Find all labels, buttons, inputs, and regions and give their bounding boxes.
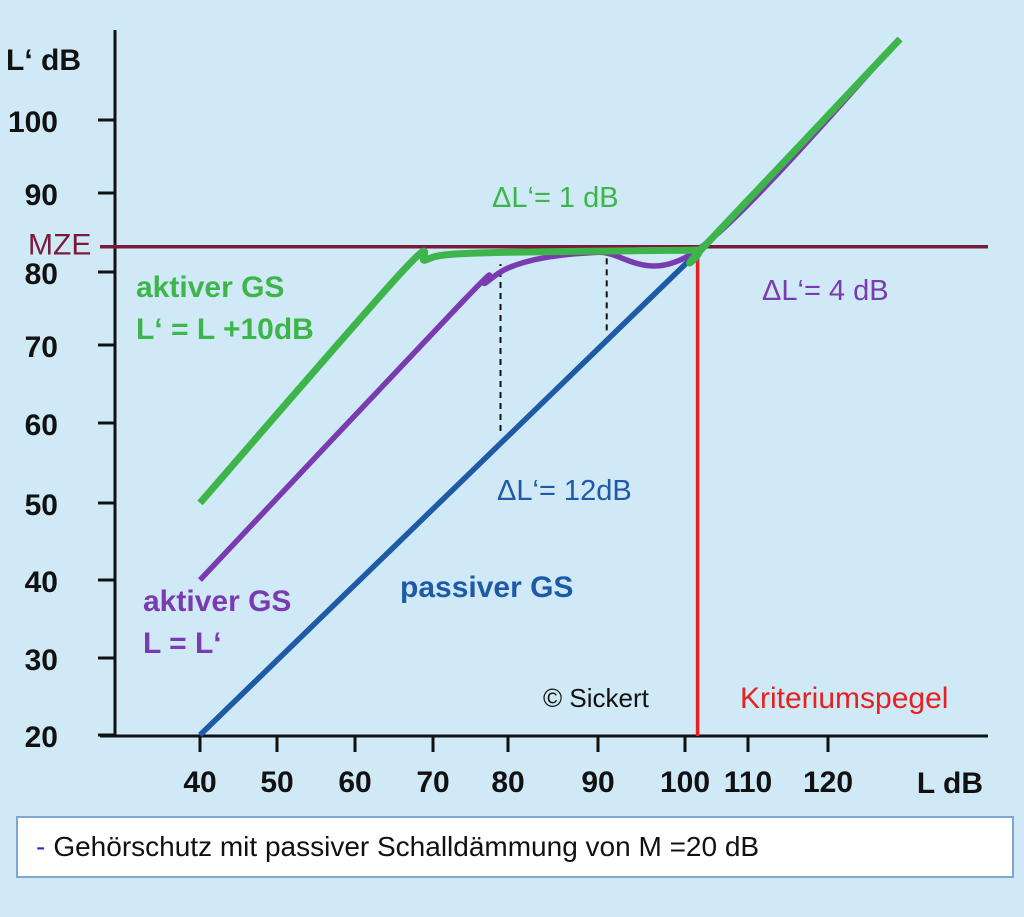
- series-lines: [100, 36, 988, 737]
- green-series-label-1: aktiver GS: [136, 271, 284, 304]
- series-line-passive: [198, 250, 700, 737]
- y-tick-label: 50: [25, 489, 58, 522]
- mze-label: MZE: [28, 229, 91, 262]
- delta-label-1db: ΔL‘= 1 dB: [492, 182, 619, 214]
- copyright-text: © Sickert: [543, 683, 650, 713]
- x-tick-label: 100: [660, 766, 710, 799]
- x-tick-label: 60: [338, 766, 371, 799]
- purple-series-label-1: aktiver GS: [143, 585, 291, 618]
- x-tick-label: 50: [260, 766, 293, 799]
- x-axis-title: L dB: [917, 767, 983, 800]
- footnote-text: Gehörschutz mit passiver Schalldämmung v…: [53, 831, 760, 862]
- x-tick-label: 110: [724, 766, 772, 799]
- x-tick-label: 80: [491, 766, 524, 799]
- criterion-label: Kriteriumspegel: [740, 682, 948, 715]
- y-tick-label: 20: [25, 721, 58, 754]
- x-tick-label: 70: [416, 766, 449, 799]
- y-tick-label: 60: [25, 409, 58, 442]
- y-tick-label: 100: [8, 106, 58, 139]
- footnote-dash: -: [36, 831, 46, 862]
- footnote-box: - Gehörschutz mit passiver Schalldämmung…: [16, 816, 1014, 878]
- series-line-active-green: [197, 36, 903, 506]
- blue-series-label: passiver GS: [400, 571, 573, 604]
- y-tick-label: 30: [25, 644, 58, 677]
- y-tick-label: 40: [25, 566, 58, 599]
- x-tick-label: 90: [581, 766, 614, 799]
- x-tick-label: 40: [183, 766, 216, 799]
- y-axis-title: L‘ dB: [6, 44, 81, 77]
- tick-labels: 20 30 40 50 60 70 80 90 100 40 50 60 70 80 90 100 110 120…: [6, 44, 983, 800]
- x-tick-label: 120: [803, 766, 853, 799]
- annotations: MZE Kriteriumspegel ΔL‘= 1 dB ΔL‘= 4 dB ΔL‘=…: [28, 182, 948, 715]
- green-series-label-2: L‘ = L +10dB: [136, 313, 314, 346]
- y-tick-label: 70: [25, 331, 58, 364]
- line-chart: 20 30 40 50 60 70 80 90 100 40 50 60 70 80 90 100 110 120…: [6, 30, 988, 800]
- axes: [98, 30, 988, 752]
- purple-series-label-2: L = L‘: [143, 627, 222, 660]
- y-tick-label: 80: [25, 258, 58, 291]
- delta-label-4db: ΔL‘= 4 dB: [762, 275, 889, 307]
- y-tick-label: 90: [25, 179, 58, 212]
- delta-label-12db: ΔL‘= 12dB: [497, 475, 632, 507]
